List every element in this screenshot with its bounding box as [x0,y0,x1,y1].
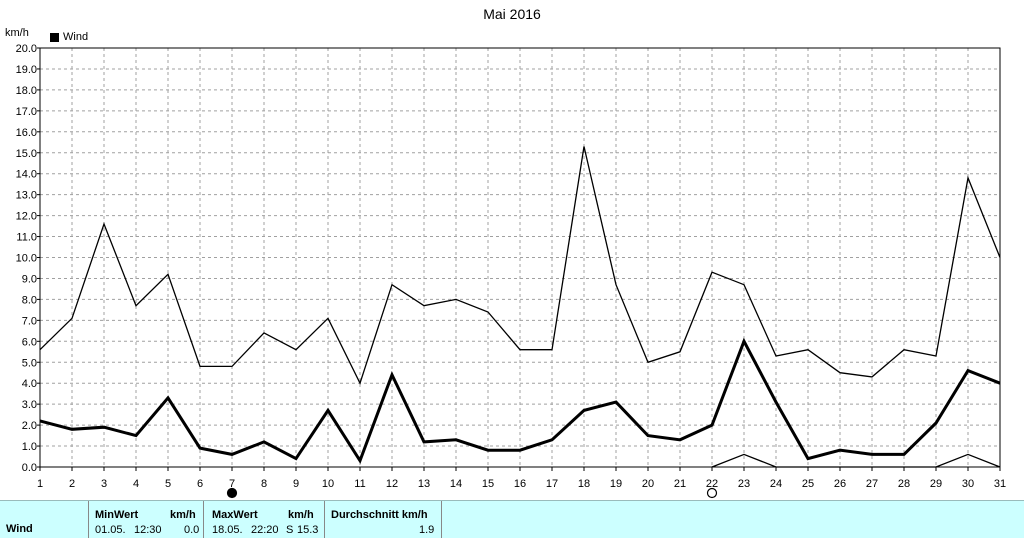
y-tick-label: 1.0 [22,441,37,453]
full-moon-marker [708,489,717,498]
y-tick-label: 5.0 [22,357,37,369]
max-date: 18.05. [212,524,243,536]
x-tick-label: 23 [738,478,750,490]
x-tick-label: 18 [578,478,590,490]
x-tick-label: 16 [514,478,526,490]
x-tick-label: 1 [37,478,43,490]
x-tick-label: 9 [293,478,299,490]
max-time: 22:20 [251,524,279,536]
avg-value: 1.9 [419,524,434,536]
x-tick-label: 10 [322,478,334,490]
wind-line-chart: 0.01.02.03.04.05.06.07.08.09.010.011.012… [0,0,1024,500]
min-header: MinWert [95,509,138,521]
x-tick-label: 14 [450,478,462,490]
x-tick-label: 20 [642,478,654,490]
x-tick-label: 11 [354,478,365,490]
y-tick-label: 6.0 [22,336,37,348]
x-tick-label: 29 [930,478,942,490]
x-tick-label: 31 [994,478,1006,490]
x-tick-label: 27 [866,478,878,490]
y-tick-label: 0.0 [22,462,37,474]
x-tick-label: 21 [674,478,686,490]
y-tick-label: 17.0 [16,106,37,118]
min-time: 12:30 [134,524,162,536]
y-tick-label: 10.0 [16,253,37,265]
y-tick-label: 4.0 [22,378,37,390]
min-value: 0.0 [184,524,199,536]
min-cell: MinWert km/h 01.05. 12:30 0.0 [88,501,203,538]
max-unit: km/h [288,509,314,521]
new-moon-marker [228,489,237,498]
x-tick-label: 26 [834,478,846,490]
x-tick-label: 17 [546,478,558,490]
y-tick-label: 12.0 [16,211,37,223]
y-tick-label: 11.0 [16,232,37,244]
x-tick-label: 6 [197,478,203,490]
y-tick-label: 14.0 [16,169,37,181]
x-tick-label: 24 [770,478,782,490]
y-tick-label: 9.0 [22,273,37,285]
y-tick-label: 18.0 [16,85,37,97]
max-direction: S [286,524,293,536]
x-tick-label: 19 [610,478,622,490]
x-tick-label: 30 [962,478,974,490]
x-tick-label: 15 [482,478,494,490]
x-tick-label: 13 [418,478,430,490]
y-tick-label: 19.0 [16,64,37,76]
max-value: 15.3 [297,524,318,536]
y-tick-label: 7.0 [22,315,37,327]
y-tick-label: 15.0 [16,148,37,160]
x-tick-label: 3 [101,478,107,490]
x-tick-label: 12 [386,478,398,490]
x-tick-label: 8 [261,478,267,490]
y-tick-label: 3.0 [22,399,37,411]
x-tick-label: 2 [69,478,75,490]
min-date: 01.05. [95,524,126,536]
y-tick-label: 16.0 [16,127,37,139]
y-tick-label: 2.0 [22,420,37,432]
stats-table: Wind MinWert km/h 01.05. 12:30 0.0 MaxWe… [0,500,1024,538]
y-tick-label: 8.0 [22,294,37,306]
avg-header: Durchschnitt km/h [331,509,428,521]
x-tick-label: 25 [802,478,814,490]
y-tick-label: 13.0 [16,190,37,202]
min-unit: km/h [170,509,196,521]
max-header: MaxWert [212,509,258,521]
x-tick-label: 28 [898,478,910,490]
x-tick-label: 5 [165,478,171,490]
avg-cell: Durchschnitt km/h 1.9 [324,501,442,538]
x-tick-label: 4 [133,478,139,490]
y-tick-label: 20.0 [16,43,37,55]
max-cell: MaxWert km/h 18.05. 22:20 S 15.3 [203,501,324,538]
stats-row-label: Wind [6,523,33,535]
